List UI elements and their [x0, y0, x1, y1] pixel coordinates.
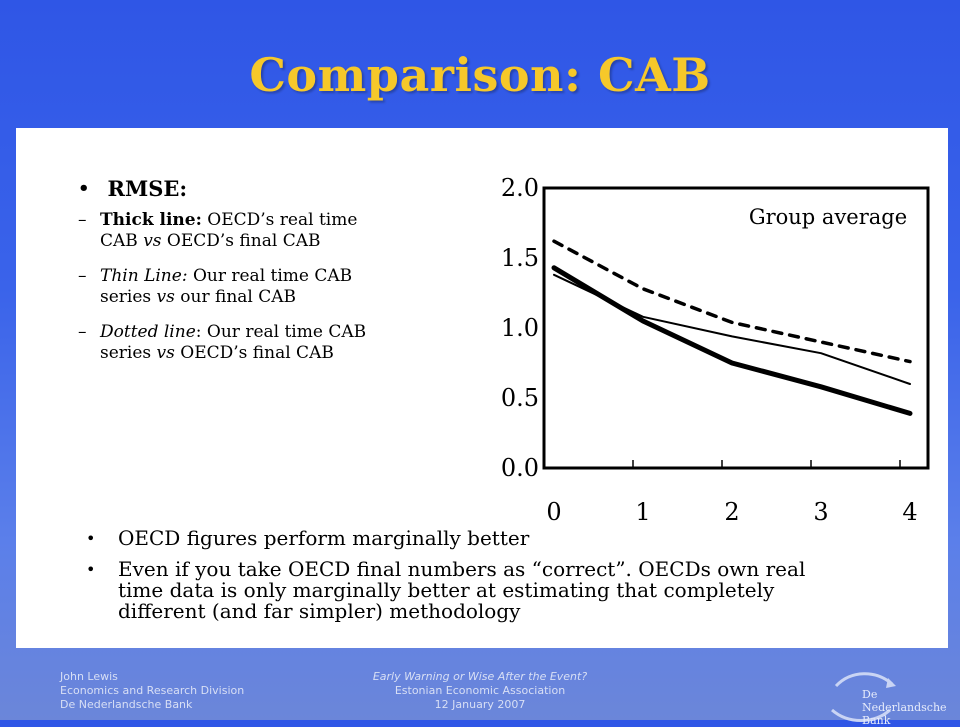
legend-text: Thick line: OECD’s real time CAB vs OECD…: [100, 210, 480, 252]
footer: John Lewis Economics and Research Divisi…: [0, 660, 960, 727]
conclusion-line: different (and far simpler) methodology: [118, 599, 521, 623]
slide-title: Comparison: CAB: [249, 48, 711, 102]
x-tick-label: 4: [902, 498, 917, 526]
dash-icon: –: [78, 322, 87, 342]
footer-left-line: John Lewis: [60, 670, 118, 683]
legend-text: Dotted line: Our real time CAB series vs…: [100, 322, 480, 364]
x-tick-labels: 0 1 2 3 4: [546, 498, 917, 526]
conclusions: • OECD figures perform marginally better…: [86, 528, 936, 632]
series-line-thick: [551, 265, 913, 416]
content-panel: • RMSE: – Thick line: OECD’s real time C…: [16, 128, 948, 648]
legend-text: Thin Line: Our real time CAB series vs o…: [100, 266, 480, 308]
legend-rest: : Our real time CAB: [195, 322, 367, 342]
rmse-heading: RMSE:: [107, 176, 188, 201]
series-line-thin: [553, 273, 911, 385]
chart-annotation: Group average: [749, 205, 907, 229]
footer-author: John Lewis Economics and Research Divisi…: [60, 670, 244, 712]
legend-rest: Our real time CAB: [187, 266, 353, 286]
footer-center-line: 12 January 2007: [434, 698, 526, 711]
x-tick-label: 2: [724, 498, 739, 526]
x-tick-label: 3: [813, 498, 828, 526]
footer-center-line: Estonian Economic Association: [394, 684, 566, 697]
series-line-dotted: [552, 239, 912, 364]
footer-brand: De Nederlandsche Bank: [862, 688, 947, 727]
footer-center-line: Early Warning or Wise After the Event?: [372, 670, 588, 683]
y-tick-label: 0.5: [501, 384, 539, 412]
footer-event: Early Warning or Wise After the Event? E…: [0, 670, 960, 712]
bullet-icon: •: [86, 560, 96, 579]
x-tick-label: 0: [546, 498, 561, 526]
footer-left-line: Economics and Research Division: [60, 684, 245, 697]
y-tick-label: 0.0: [501, 454, 539, 482]
legend-line2-b: OECD’s final CAB: [161, 231, 321, 251]
legend-line2-a: CAB: [100, 231, 144, 251]
rmse-heading-row: • RMSE:: [78, 176, 478, 201]
legend-line2-b: OECD’s final CAB: [174, 343, 334, 363]
dash-icon: –: [78, 210, 87, 230]
legend-lead: Thick line:: [100, 210, 202, 230]
legend-lead: Thin Line:: [100, 266, 188, 286]
conclusion-line: time data is only marginally better at e…: [118, 578, 775, 602]
conclusion-line: OECD figures perform marginally better: [118, 526, 530, 550]
y-tick-label: 1.5: [501, 244, 539, 272]
legend-vs: vs: [156, 343, 175, 363]
dash-icon: –: [78, 266, 87, 286]
rmse-section: • RMSE: – Thick line: OECD’s real time C…: [78, 176, 478, 363]
conclusion-item: • Even if you take OECD final numbers as…: [86, 559, 936, 622]
legend-vs: vs: [143, 231, 162, 251]
bullet-icon: •: [86, 529, 96, 548]
legend-vs: vs: [156, 287, 175, 307]
bullet-icon: •: [78, 178, 90, 199]
legend-line2-a: series: [100, 287, 157, 307]
y-tick-label: 2.0: [501, 174, 539, 202]
y-tick-label: 1.0: [501, 314, 539, 342]
conclusion-item: • OECD figures perform marginally better: [86, 528, 936, 549]
legend-rest: OECD’s real time: [201, 210, 358, 230]
legend-line2-a: series: [100, 343, 157, 363]
series-lines: [551, 239, 913, 416]
plot-frame: [542, 186, 930, 470]
x-tick-label: 1: [635, 498, 650, 526]
y-tick-labels: 0.0 0.5 1.0 1.5 2.0: [501, 174, 539, 482]
legend-line2-b: our final CAB: [174, 287, 297, 307]
conclusion-line: Even if you take OECD final numbers as “…: [118, 557, 806, 581]
legend-lead: Dotted line: [100, 322, 196, 342]
rmse-line-chart: Group average 0.0 0.5 1.0 1.5 2.0 0 1 2 3 4: [501, 174, 930, 526]
tick-marks: [632, 460, 901, 468]
footer-left-line: De Nederlandsche Bank: [60, 698, 193, 711]
